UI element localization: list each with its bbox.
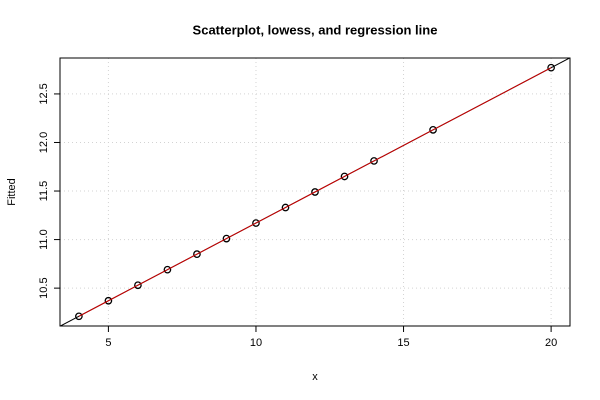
point — [134, 281, 142, 290]
y-tick-label: 10.5 — [38, 277, 50, 298]
point — [429, 126, 437, 134]
point — [252, 219, 260, 227]
x-tick-label: 5 — [105, 337, 111, 349]
point — [222, 234, 231, 243]
y-tick-label: 11.5 — [38, 181, 50, 202]
plot-frame — [59, 57, 571, 327]
point — [193, 250, 201, 258]
y-tick-label: 12.5 — [38, 83, 50, 104]
point — [547, 63, 555, 72]
point — [75, 312, 83, 321]
x-tick-label: 15 — [397, 337, 409, 349]
y-tick-label: 11.0 — [38, 229, 50, 250]
point — [281, 203, 290, 212]
lowess-line — [78, 67, 552, 317]
x-tick-label: 20 — [545, 337, 557, 349]
point — [311, 188, 319, 196]
point — [104, 296, 113, 305]
chart-title: Scatterplot, lowess, and regression line — [193, 22, 438, 37]
x-axis-label: x — [312, 371, 318, 383]
y-axis-label: Fitted — [6, 178, 18, 206]
point — [370, 157, 378, 165]
point — [163, 265, 172, 274]
point — [340, 172, 349, 181]
x-tick-label: 10 — [250, 337, 262, 349]
y-tick-label: 12.0 — [38, 132, 50, 153]
